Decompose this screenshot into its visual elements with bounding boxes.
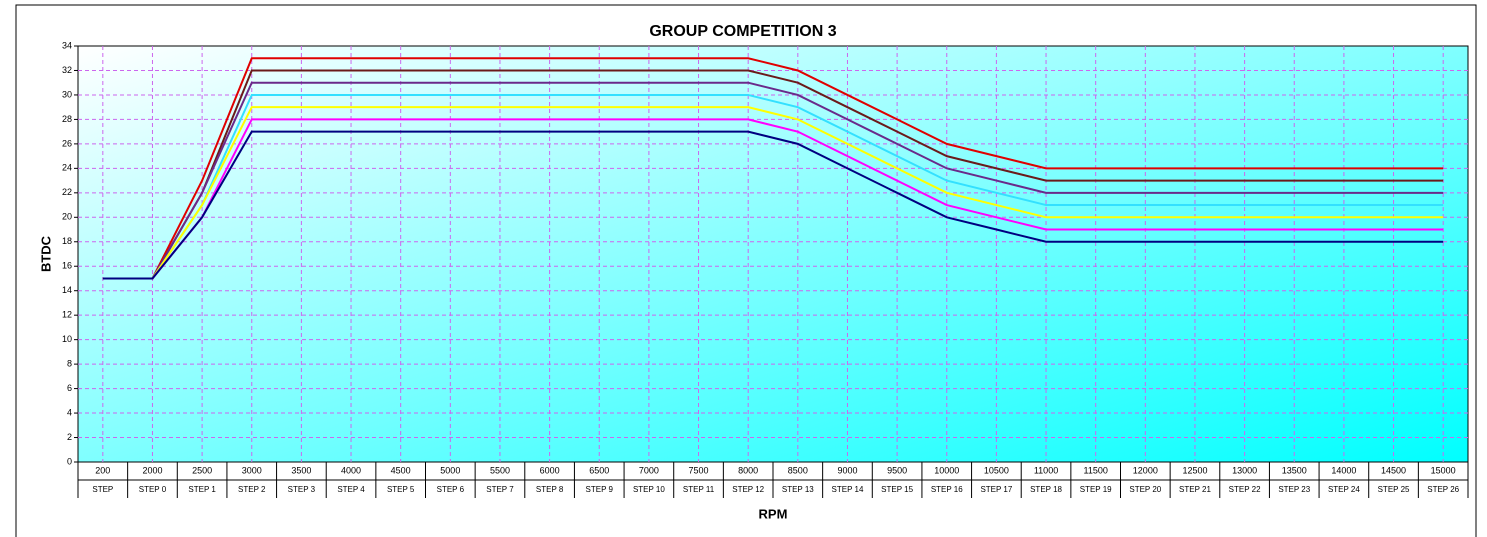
x-tick-label: 4000 <box>341 465 361 475</box>
x-tick-label: 10000 <box>934 465 959 475</box>
step-label: STEP 22 <box>1229 485 1261 494</box>
x-tick-label: 200 <box>95 465 110 475</box>
series-line <box>102 106 1444 280</box>
y-tick-label: 0 <box>67 456 72 466</box>
x-tick-label: 8500 <box>788 465 808 475</box>
x-tick-label: 9000 <box>837 465 857 475</box>
step-label: STEP 14 <box>832 485 864 494</box>
step-label: STEP 11 <box>683 485 715 494</box>
y-tick-label: 10 <box>62 334 72 344</box>
y-tick-label: 24 <box>62 163 72 173</box>
x-tick-label: 14000 <box>1331 465 1356 475</box>
x-tick-label: 7500 <box>689 465 709 475</box>
step-label: STEP 19 <box>1080 485 1112 494</box>
step-label: STEP 3 <box>288 485 316 494</box>
x-tick-label: 12500 <box>1182 465 1207 475</box>
step-label: STEP 6 <box>437 485 465 494</box>
y-tick-label: 30 <box>62 89 72 99</box>
series-line <box>102 69 1444 280</box>
x-tick-label: 11000 <box>1034 465 1058 475</box>
x-tick-label: 5000 <box>440 465 460 475</box>
step-label: STEP 8 <box>536 485 564 494</box>
x-tick-label: 5500 <box>490 465 510 475</box>
step-label: STEP 4 <box>337 485 365 494</box>
series-line <box>102 57 1444 280</box>
step-label: STEP 15 <box>881 485 913 494</box>
step-label: STEP 21 <box>1179 485 1211 494</box>
step-label: STEP 0 <box>139 485 167 494</box>
y-tick-label: 14 <box>62 285 72 295</box>
y-tick-label: 6 <box>67 383 72 393</box>
x-tick-label: 7000 <box>639 465 659 475</box>
x-tick-label: 6000 <box>540 465 560 475</box>
y-tick-label: 2 <box>67 432 72 442</box>
plot-area <box>77 45 1469 463</box>
y-tick-label: 26 <box>62 138 72 148</box>
y-tick-label: 18 <box>62 236 72 246</box>
series-line <box>102 118 1444 280</box>
step-label: STEP 20 <box>1129 485 1161 494</box>
step-label: STEP 16 <box>931 485 963 494</box>
step-label: STEP 17 <box>980 485 1012 494</box>
step-label: STEP 12 <box>732 485 764 494</box>
x-tick-label: 9500 <box>887 465 907 475</box>
x-tick-label: 3000 <box>242 465 262 475</box>
x-tick-label: 11500 <box>1083 465 1107 475</box>
x-tick-label: 8000 <box>738 465 758 475</box>
x-tick-label: 2000 <box>142 465 162 475</box>
series-line <box>102 81 1444 280</box>
series-line <box>102 93 1444 280</box>
step-label: STEP 26 <box>1427 485 1459 494</box>
step-label: STEP 24 <box>1328 485 1360 494</box>
step-label: STEP 9 <box>586 485 614 494</box>
step-label: STEP <box>92 485 113 494</box>
y-tick-label: 28 <box>62 114 72 124</box>
y-tick-label: 12 <box>62 310 72 320</box>
step-label: STEP 25 <box>1378 485 1410 494</box>
step-label: STEP 7 <box>486 485 514 494</box>
step-label: STEP 18 <box>1030 485 1062 494</box>
x-tick-label: 3500 <box>291 465 311 475</box>
step-label: STEP 23 <box>1278 485 1310 494</box>
y-axis-label: BTDC <box>38 235 53 272</box>
step-label: STEP 10 <box>633 485 665 494</box>
x-tick-label: 14500 <box>1381 465 1406 475</box>
y-tick-label: 32 <box>62 65 72 75</box>
x-tick-label: 10500 <box>984 465 1009 475</box>
y-tick-label: 16 <box>62 261 72 271</box>
series-line <box>102 130 1444 280</box>
x-tick-label: 13500 <box>1282 465 1307 475</box>
y-tick-label: 8 <box>67 358 72 368</box>
y-tick-label: 20 <box>62 212 72 222</box>
x-tick-label: 2500 <box>192 465 212 475</box>
y-tick-label: 4 <box>67 407 72 417</box>
step-label: STEP 13 <box>782 485 814 494</box>
x-tick-label: 4500 <box>391 465 411 475</box>
x-axis-label: RPM <box>759 506 788 521</box>
x-tick-label: 15000 <box>1431 465 1456 475</box>
step-label: STEP 5 <box>387 485 415 494</box>
step-label: STEP 1 <box>188 485 216 494</box>
chart-title: GROUP COMPETITION 3 <box>649 23 836 40</box>
x-tick-label: 13000 <box>1232 465 1257 475</box>
y-tick-label: 22 <box>62 187 72 197</box>
step-label: STEP 2 <box>238 485 266 494</box>
y-tick-label: 34 <box>62 40 72 50</box>
x-tick-label: 6500 <box>589 465 609 475</box>
x-tick-label: 12000 <box>1133 465 1158 475</box>
